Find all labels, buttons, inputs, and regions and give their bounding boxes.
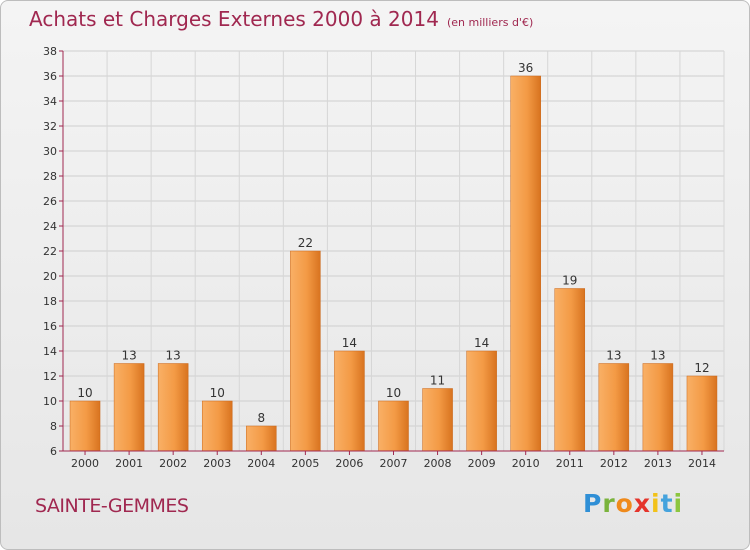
x-tick-label-2009: 2009	[468, 457, 496, 470]
bar-2002	[157, 363, 189, 452]
value-label-2006: 14	[342, 336, 357, 350]
y-tick-label: 8	[50, 420, 57, 433]
y-tick-label: 16	[43, 320, 57, 333]
value-label-2011: 19	[562, 274, 577, 288]
bar-2012	[598, 363, 630, 452]
value-label-2003: 10	[210, 386, 225, 400]
bars	[69, 75, 718, 452]
y-tick-label: 26	[43, 195, 57, 208]
y-tick-label: 6	[50, 445, 57, 458]
x-tick-label-2007: 2007	[380, 457, 408, 470]
bar-2000	[69, 400, 101, 452]
labels: 6 8 10 12 14 16 18 20 22 24 26 28 30 32 34 36 38 10 2000 13…	[43, 45, 716, 470]
axes	[59, 50, 724, 455]
value-label-2010: 36	[518, 61, 533, 75]
place-name: SAINTE-GEMMES	[35, 495, 189, 517]
x-tick-label-2008: 2008	[424, 457, 452, 470]
x-tick-label-2014: 2014	[688, 457, 716, 470]
x-tick-label-2006: 2006	[335, 457, 363, 470]
bar-2009	[466, 350, 497, 452]
bar-2007	[378, 400, 409, 452]
y-tick-label: 22	[43, 245, 57, 258]
x-tick-label-2012: 2012	[600, 457, 628, 470]
bar-2011	[554, 288, 586, 452]
chart-subtitle: (en milliers d'€)	[446, 16, 534, 29]
y-tick-label: 20	[43, 270, 57, 283]
x-tick-label-2003: 2003	[203, 457, 231, 470]
bar-2008	[422, 388, 453, 452]
x-tick-label-2010: 2010	[512, 457, 540, 470]
value-label-2007: 10	[386, 386, 401, 400]
y-tick-label: 28	[43, 170, 57, 183]
value-label-2001: 13	[121, 349, 136, 363]
chart-title: Achats et Charges Externes 2000 à 2014 (e…	[29, 7, 533, 31]
y-tick-label: 10	[43, 395, 57, 408]
x-tick-label-2002: 2002	[159, 457, 187, 470]
y-tick-label: 36	[43, 70, 57, 83]
y-tick-label: 30	[43, 145, 57, 158]
y-tick-label: 24	[43, 220, 57, 233]
y-tick-label: 12	[43, 370, 57, 383]
y-tick-label: 32	[43, 120, 57, 133]
value-label-2000: 10	[77, 386, 92, 400]
bar-2001	[113, 363, 145, 452]
bar-2010	[510, 75, 541, 452]
bar-2005	[290, 250, 321, 452]
bar-2004	[246, 425, 277, 452]
value-label-2009: 14	[474, 336, 489, 350]
y-tick-label: 14	[43, 345, 57, 358]
value-label-2005: 22	[298, 236, 313, 250]
bar-2013	[642, 363, 674, 452]
x-tick-label-2001: 2001	[115, 457, 143, 470]
y-tick-label: 34	[43, 95, 57, 108]
proxiti-logo[interactable]: Proxiti	[583, 489, 684, 518]
value-label-2002: 13	[166, 349, 181, 363]
bar-2003	[201, 400, 233, 452]
value-label-2014: 12	[694, 361, 709, 375]
value-label-2013: 13	[650, 349, 665, 363]
x-tick-label-2004: 2004	[247, 457, 275, 470]
bar-2014	[686, 375, 718, 452]
x-tick-label-2011: 2011	[556, 457, 584, 470]
value-label-2012: 13	[606, 349, 621, 363]
y-tick-label: 38	[43, 45, 57, 58]
x-tick-label-2005: 2005	[291, 457, 319, 470]
x-tick-label-2013: 2013	[644, 457, 672, 470]
bar-2006	[334, 350, 365, 452]
value-label-2008: 11	[430, 374, 445, 388]
value-label-2004: 8	[257, 411, 265, 425]
y-tick-label: 18	[43, 295, 57, 308]
x-tick-label-2000: 2000	[71, 457, 99, 470]
chart-title-text: Achats et Charges Externes 2000 à 2014	[29, 7, 439, 31]
